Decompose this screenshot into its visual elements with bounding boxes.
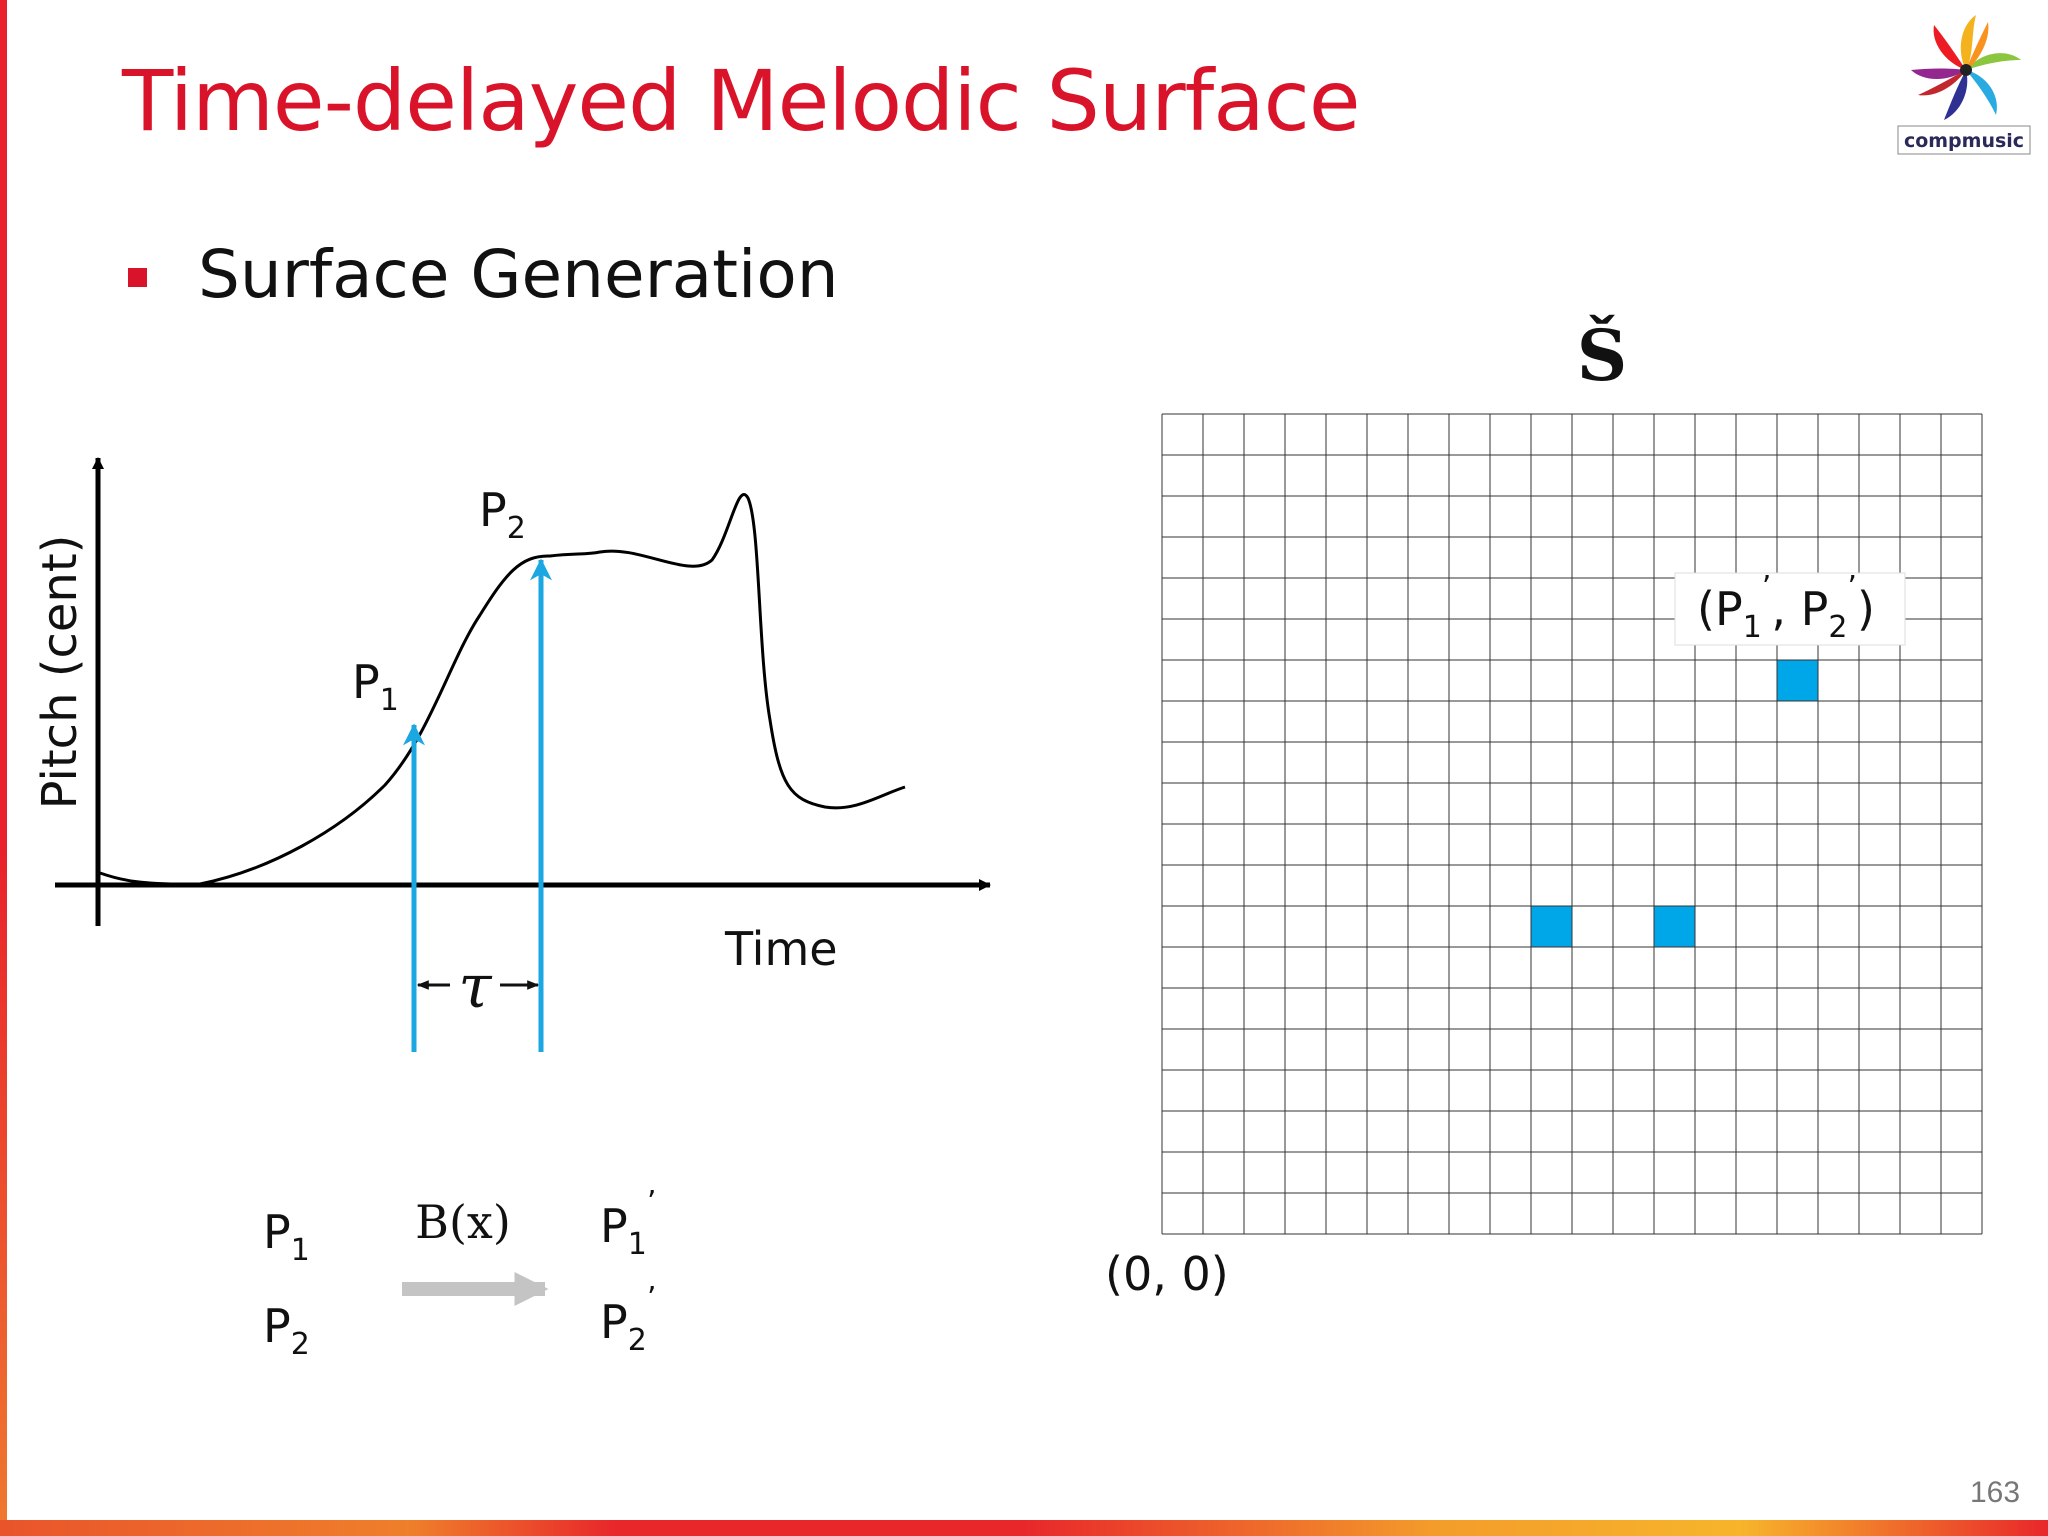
page-number: 163 [1970, 1476, 2021, 1509]
highlighted-cell [1776, 659, 1819, 702]
logo-text: compmusic [1904, 130, 2024, 152]
svg-text:P1’: P1’ [600, 1185, 656, 1262]
mapping-function-label: B(x) [415, 1195, 511, 1249]
svg-text:P2’: P2’ [600, 1281, 656, 1358]
mapping-input-p1: P1 [263, 1205, 310, 1268]
svg-text:P1: P1 [352, 655, 399, 718]
surface-point-label: (P1’, P2’) [1697, 570, 1875, 645]
highlighted-cell [1530, 905, 1573, 948]
highlighted-cell [1653, 905, 1696, 948]
mapping-input-p2: P2 [263, 1299, 310, 1362]
p2-curve-label: P2 [479, 483, 526, 546]
mapping-output-p1: P1’ [600, 1185, 656, 1262]
pitch-contour [99, 493, 906, 886]
bottom-decorative-bar [0, 1520, 2048, 1536]
svg-text:P2: P2 [479, 483, 526, 546]
point-label-backdrop [1674, 572, 1906, 646]
surface-grid [1161, 413, 1983, 1235]
surface-highlighted-cells [1530, 659, 1819, 948]
p1-curve-label: P1 [352, 655, 399, 718]
y-axis-label: Pitch (cent) [32, 535, 88, 810]
bullet-marker [128, 268, 147, 287]
bullet-text: Surface Generation [198, 236, 839, 313]
svg-text:P2: P2 [263, 1299, 310, 1362]
compmusic-logo: compmusic [1897, 15, 2031, 155]
origin-label: (0, 0) [1105, 1247, 1229, 1301]
tau-symbol: τ [458, 952, 492, 1022]
left-accent-bar [0, 0, 7, 1536]
svg-text:(P1’, P2’): (P1’, P2’) [1697, 570, 1875, 645]
svg-text:P1: P1 [263, 1205, 310, 1268]
slide-title: Time-delayed Melodic Surface [122, 52, 1361, 150]
mapping-output-p2: P2’ [600, 1281, 656, 1358]
surface-symbol: Š [1577, 314, 1628, 397]
x-axis-label: Time [724, 922, 838, 976]
